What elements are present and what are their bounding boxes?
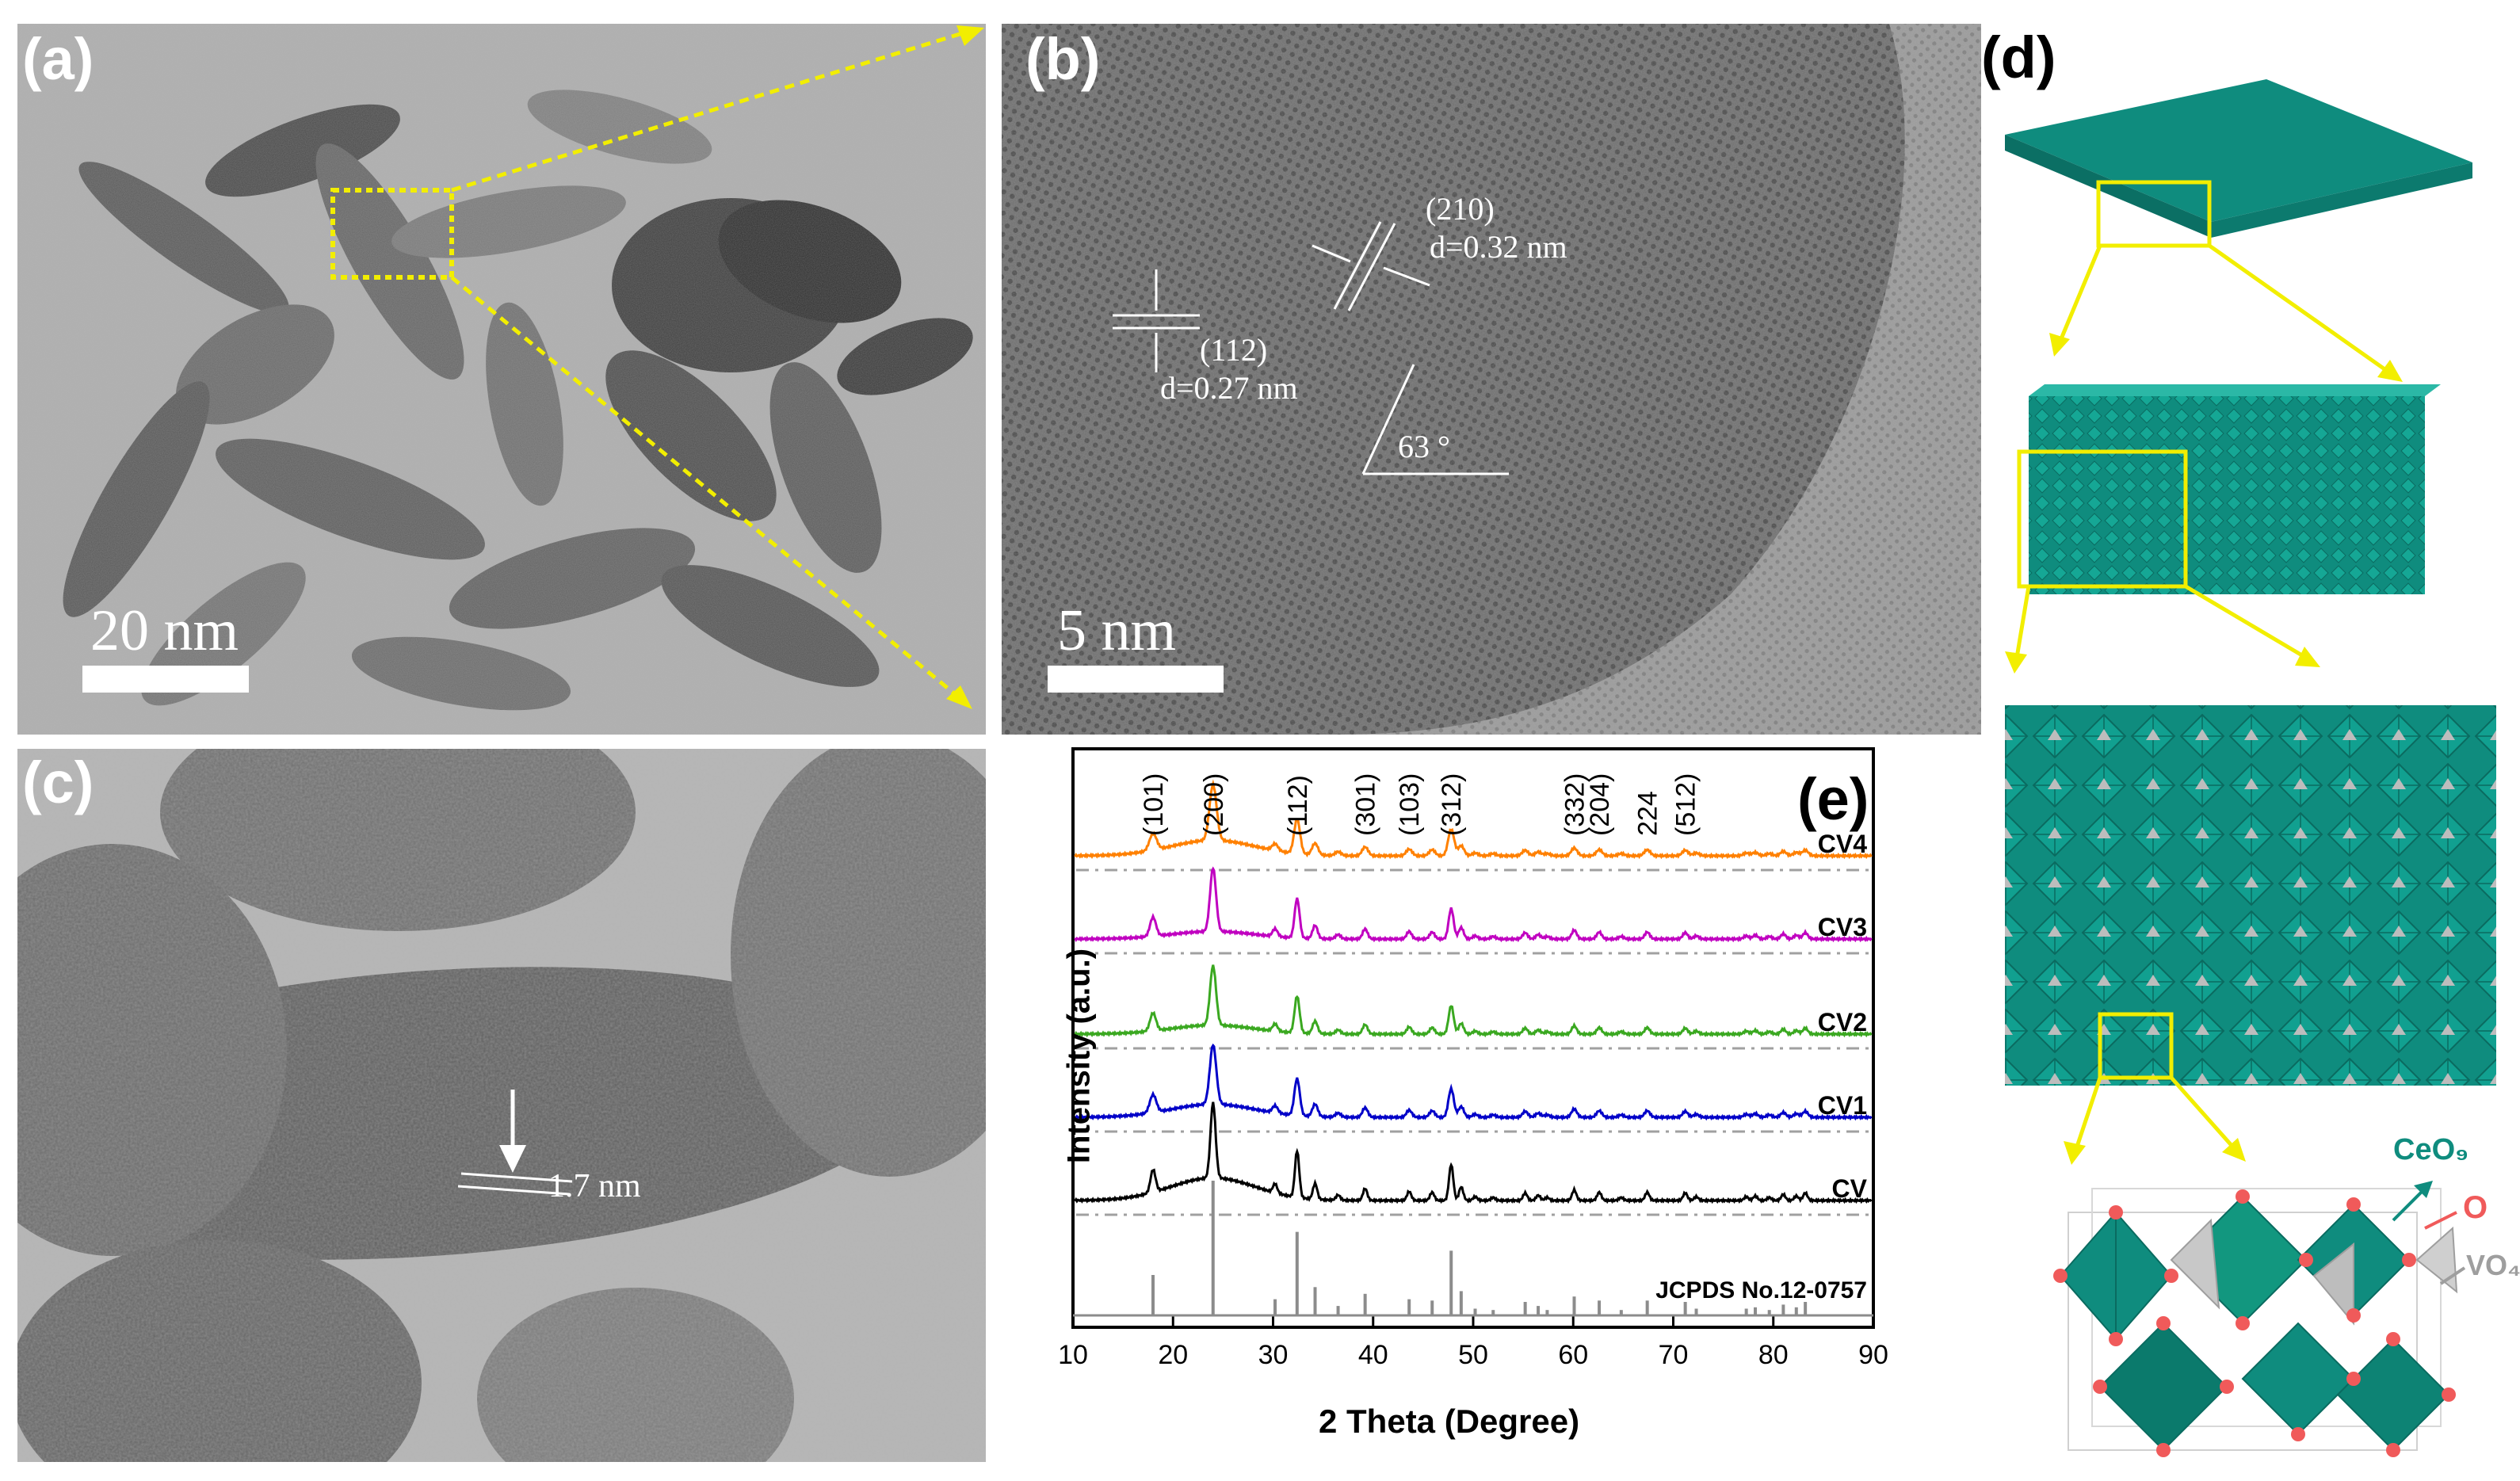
label-plane-112: (112)	[1200, 332, 1268, 368]
x-tick-label: 80	[1758, 1340, 1789, 1370]
zoom-line-top	[451, 25, 981, 193]
label-spacing-c: 1.7 nm	[548, 1168, 641, 1204]
series-label-cv2: CV2	[1818, 1008, 1867, 1036]
panel-label-b: (b)	[1025, 26, 1101, 92]
x-tick-label: 90	[1858, 1340, 1888, 1370]
scale-bar-a	[82, 666, 249, 693]
panel-d-svg	[2005, 79, 2496, 1457]
xrd-chart-svg: 10 20 30 40 50 60 70 80 90 CV4 CV3 CV2 CV1 CV JCPDS No…	[1058, 747, 1888, 1370]
series-line-cv4	[1074, 779, 1873, 860]
scale-bar-label-b: 5 nm	[1057, 598, 1177, 663]
peak-label: (512)	[1671, 773, 1701, 836]
reference-label: JCPDS No.12-0757	[1655, 1277, 1867, 1304]
highlight-box-2	[2017, 449, 2188, 589]
x-tick-label: 30	[1258, 1340, 1289, 1370]
zoom-line-bottom	[450, 276, 970, 707]
unit-cell	[2053, 1188, 2458, 1457]
series-label-cv3: CV3	[1818, 913, 1867, 941]
peak-label: 224	[1633, 791, 1663, 836]
x-tick-label: 10	[1058, 1340, 1088, 1370]
peak-label: (332)	[1560, 773, 1590, 836]
y-axis-title: Intensity (a.u.)	[1061, 948, 1097, 1164]
series-line-cv1	[1074, 1043, 1873, 1121]
angle-line-2	[1361, 364, 1415, 475]
panel-a-svg	[17, 24, 986, 735]
series-label-cv: CV	[1832, 1174, 1868, 1203]
panel-a-tem-image: (a) 20 nm	[17, 24, 986, 735]
arrow-head-c	[499, 1145, 526, 1173]
peak-label: (112)	[1283, 775, 1313, 836]
peak-label: (312)	[1437, 773, 1467, 836]
series-label-cv1: CV1	[1818, 1091, 1867, 1120]
legend-o: O	[2463, 1190, 2488, 1225]
peak-label: (204)	[1585, 773, 1615, 836]
panel-label-a: (a)	[22, 26, 94, 92]
panel-c-svg	[17, 749, 986, 1462]
peak-label: (103)	[1395, 773, 1425, 836]
legend-vo4: VO₄	[2466, 1249, 2520, 1281]
highlight-box-3	[2098, 1012, 2174, 1080]
plot-frame	[1071, 747, 1875, 1329]
label-plane-210: (210)	[1426, 191, 1495, 227]
block-medium	[2029, 384, 2441, 594]
slab	[2005, 79, 2472, 238]
panel-label-c: (c)	[22, 750, 94, 815]
peak-label: (101)	[1139, 773, 1169, 836]
peak-label: (301)	[1351, 773, 1381, 836]
x-tick-label: 70	[1659, 1340, 1689, 1370]
arrowhead-bottom	[946, 685, 972, 709]
series-line-cv	[1074, 1101, 1873, 1204]
lattice-line-210-b	[1347, 223, 1396, 311]
panel-label-d: (d)	[1981, 25, 2056, 90]
zoom-region-box	[330, 188, 454, 280]
block-large	[2005, 705, 2496, 1086]
highlight-box-1	[2096, 180, 2212, 248]
panel-d-crystal-structure: (d) CeO₉ O VO₄	[1981, 24, 2520, 1478]
x-tick-label: 20	[1158, 1340, 1188, 1370]
arrow-210-left	[1312, 244, 1351, 263]
vo4-pointer	[2439, 1266, 2466, 1285]
series-line-cv2	[1074, 964, 1873, 1038]
series-label-cv4: CV4	[1818, 830, 1867, 858]
label-angle: 63 °	[1398, 429, 1450, 464]
x-tick-label: 50	[1458, 1340, 1488, 1370]
x-tick-label: 60	[1558, 1340, 1588, 1370]
oxygen-atoms	[2053, 1189, 2456, 1457]
lattice-line-c-a	[460, 1172, 573, 1183]
peak-label: (200)	[1199, 773, 1229, 836]
arrow-210-right	[1383, 266, 1430, 287]
arrowhead-top	[956, 25, 984, 46]
panel-c-tem-image: (c) 1.7 nm	[17, 749, 986, 1462]
scale-bar-label-a: 20 nm	[90, 598, 239, 663]
scale-bar-b	[1048, 666, 1224, 693]
series-line-cv3	[1074, 866, 1873, 943]
panel-e-xrd-chart: 10 20 30 40 50 60 70 80 90 CV4 CV3 CV2 CV1 CV JCPDS No…	[1002, 737, 1921, 1478]
lattice-line-210-a	[1333, 221, 1382, 310]
x-tick-label: 40	[1358, 1340, 1388, 1370]
label-d-210: d=0.32 nm	[1430, 229, 1567, 265]
o-pointer	[2424, 1211, 2457, 1230]
label-d-112: d=0.27 nm	[1160, 370, 1298, 406]
ceo9-pointer	[2392, 1187, 2426, 1222]
legend-ceo9: CeO₉	[2393, 1133, 2469, 1166]
panel-label-e: (e)	[1797, 766, 1869, 832]
lattice-line-c-b	[457, 1185, 570, 1196]
x-axis-title: 2 Theta (Degree)	[1319, 1403, 1580, 1440]
